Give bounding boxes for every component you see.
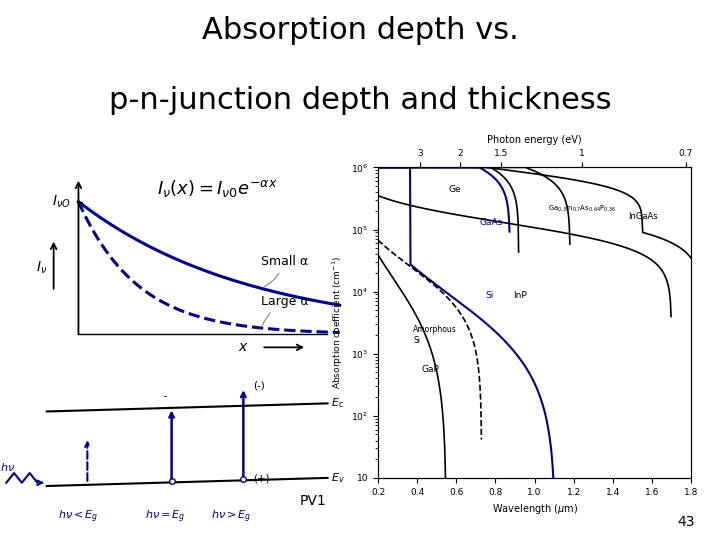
Text: Small α: Small α [261,255,308,287]
Text: $I_\nu$: $I_\nu$ [36,260,47,276]
Text: $E_v$: $E_v$ [330,471,344,485]
Text: Large α: Large α [261,295,309,326]
Text: Amorphous
Si: Amorphous Si [413,326,457,345]
Text: InGaAs: InGaAs [629,212,658,220]
Text: PV1: PV1 [300,494,327,508]
Y-axis label: Absorption coefficient (cm$^{-1}$): Absorption coefficient (cm$^{-1}$) [331,256,346,389]
Text: Ga$_{0.3}$In$_{0.7}$As$_{0.64}$P$_{0.36}$: Ga$_{0.3}$In$_{0.7}$As$_{0.64}$P$_{0.36}… [549,204,617,214]
Text: InP: InP [513,291,527,300]
Text: p-n-junction depth and thickness: p-n-junction depth and thickness [109,86,611,116]
Text: Absorption depth vs.: Absorption depth vs. [202,16,518,45]
Text: $h\nu > E_g$: $h\nu > E_g$ [210,509,251,525]
Text: Si: Si [486,291,494,300]
Text: $I_{\nu O}$: $I_{\nu O}$ [52,193,71,210]
X-axis label: Photon energy (eV): Photon energy (eV) [487,135,582,145]
Text: GaP: GaP [421,366,439,374]
Text: $\mathit{I}_\nu(x) = \mathit{I}_{\nu 0}e^{-\alpha x}$: $\mathit{I}_\nu(x) = \mathit{I}_{\nu 0}e… [157,178,278,199]
X-axis label: Wavelength ($\mu$m): Wavelength ($\mu$m) [492,502,577,516]
Text: $E_c$: $E_c$ [330,396,344,410]
Text: (+): (+) [253,474,269,484]
Text: $h\nu$: $h\nu$ [0,461,15,472]
Text: (-): (-) [253,381,264,390]
Text: $x$: $x$ [238,340,248,354]
Text: $h\nu = E_g$: $h\nu = E_g$ [145,509,186,525]
Text: $\bar{\ }$: $\bar{\ }$ [163,390,168,401]
Text: $h\nu < E_g$: $h\nu < E_g$ [58,509,99,525]
Text: 43: 43 [678,515,695,529]
Text: Ge: Ge [449,185,461,194]
Text: GaAs: GaAs [480,218,503,227]
